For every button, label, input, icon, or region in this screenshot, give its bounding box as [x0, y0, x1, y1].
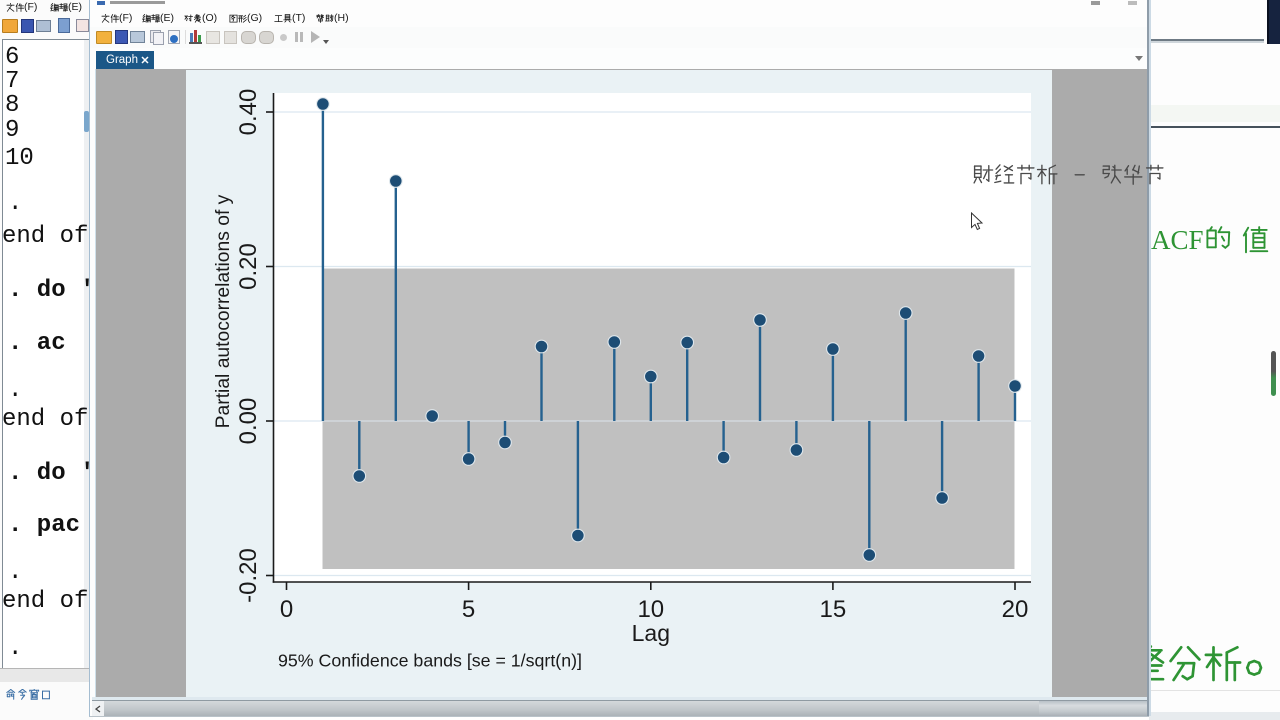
svg-text:10: 10 [637, 596, 664, 623]
svg-text:0: 0 [280, 596, 293, 623]
svg-text:Lag: Lag [632, 620, 670, 646]
svg-text:20: 20 [1002, 596, 1029, 623]
svg-text:0.40: 0.40 [235, 89, 262, 136]
svg-text:-0.20: -0.20 [235, 548, 262, 603]
svg-text:0.20: 0.20 [235, 243, 262, 290]
svg-text:5: 5 [462, 596, 475, 623]
svg-text:0.00: 0.00 [235, 398, 262, 445]
svg-text:Partial autocorrelations of y: Partial autocorrelations of y [213, 194, 234, 428]
svg-text:15: 15 [820, 596, 847, 623]
svg-text:95% Confidence bands [se = 1/s: 95% Confidence bands [se = 1/sqrt(n)] [278, 651, 582, 671]
